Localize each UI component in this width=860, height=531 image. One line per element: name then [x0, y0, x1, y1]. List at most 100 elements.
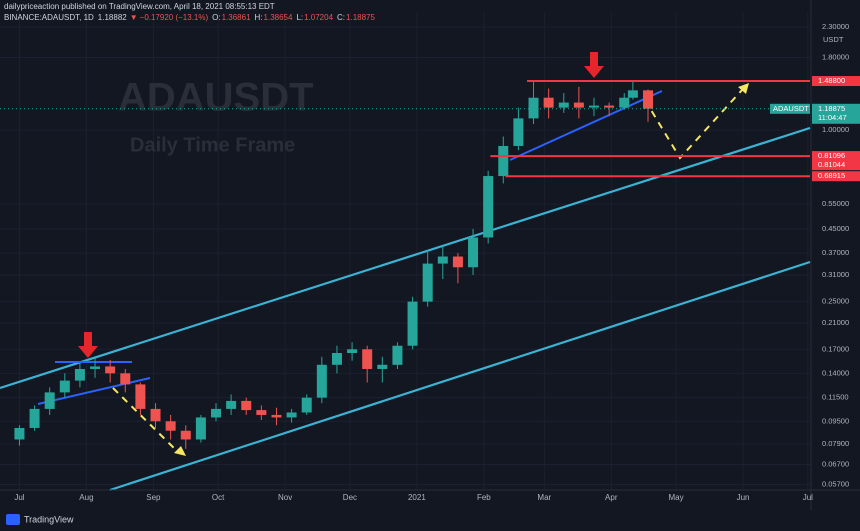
watermark-subtitle: Daily Time Frame [130, 134, 295, 156]
candle-body [29, 408, 40, 428]
candle-body [256, 410, 267, 415]
y-tick-label: 2.30000 [822, 22, 849, 31]
candle-body [619, 97, 630, 108]
candle-body [498, 145, 509, 177]
candle-body [422, 263, 433, 302]
channel-upper [0, 126, 811, 390]
header-item: 1.18875 [346, 13, 375, 22]
red-arrow [584, 52, 604, 78]
candle-body [483, 176, 494, 238]
x-tick-label: Jul [14, 493, 24, 502]
projection [644, 89, 743, 160]
level-label: 0.81096 [818, 151, 845, 160]
candle-body [195, 417, 206, 440]
level-label: 0.81044 [818, 160, 845, 169]
channel-lower [109, 260, 811, 492]
x-tick-label: Jul [803, 493, 813, 502]
header-item: 1.07204 [304, 13, 333, 22]
candle-body [226, 400, 237, 409]
candle-body [627, 90, 638, 98]
drawings [0, 52, 811, 492]
candle-body [604, 105, 615, 108]
y-tick-label: 0.17000 [822, 344, 849, 353]
symbol-line: BINANCE:ADAUSDT, 1D 1.18882 ▼ −0.17920 (−13… [4, 13, 376, 22]
candle-body [211, 408, 221, 418]
brand-logo: TradingView [6, 514, 74, 525]
trend-line [37, 377, 151, 405]
candle-body [286, 412, 297, 418]
candle-body [14, 427, 25, 440]
currency: USDT [823, 35, 844, 44]
axes: 2.30000 1.80000 1.00000 0.55000 0.45000 0.370… [0, 22, 860, 502]
brand: TradingView [24, 514, 74, 524]
x-tick-label: Nov [278, 493, 292, 502]
header-item: 1.18882 [98, 13, 127, 22]
candle-body [165, 421, 176, 431]
candle-body [44, 392, 55, 409]
y-tick-label: 1.80000 [822, 52, 849, 61]
candle-body [362, 349, 373, 369]
x-tick-label: Jun [737, 493, 750, 502]
symbol-label: ADAUSDT [773, 104, 809, 113]
level-label: 0.68915 [818, 171, 845, 180]
candle-body [513, 118, 524, 146]
logo [6, 514, 20, 525]
red-arrow [78, 332, 98, 358]
header-item: H: [255, 13, 263, 22]
candle-body [589, 105, 599, 108]
header-item: O: [212, 13, 220, 22]
y-tick-label: 0.21000 [822, 318, 849, 327]
header-item: L: [296, 13, 303, 22]
y-tick-label: 0.11500 [822, 393, 849, 402]
header-item: 1.36861 [222, 13, 251, 22]
x-tick-label: Dec [343, 493, 357, 502]
candle-body [105, 366, 116, 374]
publisher-line: dailypriceaction published on TradingVie… [4, 2, 275, 11]
header-item: 1.38654 [264, 13, 293, 22]
y-tick-label: 0.14000 [822, 368, 849, 377]
plot [14, 80, 810, 449]
candle-body [316, 364, 327, 398]
candle-body [74, 368, 85, 381]
candle-body [347, 349, 358, 354]
candle-body [59, 380, 70, 393]
x-tick-label: 2021 [408, 493, 426, 502]
x-tick-label: Feb [477, 493, 491, 502]
x-tick-label: Mar [537, 493, 551, 502]
candle-body [90, 366, 101, 369]
level-tag [812, 76, 860, 87]
candle-body [452, 256, 463, 268]
y-tick-label: 0.31000 [822, 270, 849, 279]
candle-body [437, 256, 448, 264]
candle-body [301, 397, 312, 413]
header-item: C: [337, 13, 345, 22]
candle-body [558, 102, 569, 108]
x-tick-label: Oct [212, 493, 225, 502]
candle-body [407, 301, 418, 346]
x-tick-label: Apr [605, 493, 618, 502]
header-item: −0.17920 (−13.1%) [140, 13, 209, 22]
timer-label: 11:04:47 [818, 113, 847, 122]
arrow-head [738, 83, 749, 94]
candle-body [271, 414, 282, 418]
footer [0, 510, 860, 531]
candle-body [241, 400, 252, 411]
x-tick-label: Sep [146, 493, 161, 502]
y-tick-label: 1.00000 [822, 125, 849, 134]
x-tick-label: Aug [79, 493, 93, 502]
level-tag [812, 160, 860, 171]
candle-body [573, 102, 584, 108]
y-tick-label: 0.06700 [822, 459, 849, 468]
symbol-tag [770, 103, 810, 114]
y-tick-label: 0.09500 [822, 416, 849, 425]
level-tag [812, 151, 860, 162]
candle-body [377, 364, 388, 369]
candle-body [150, 408, 161, 422]
y-tick-label: 0.07900 [822, 439, 849, 448]
candle-body [180, 430, 191, 440]
trend-line [509, 90, 663, 161]
level-tag [812, 171, 860, 182]
candle-body [331, 353, 342, 365]
candle-body [468, 237, 479, 268]
